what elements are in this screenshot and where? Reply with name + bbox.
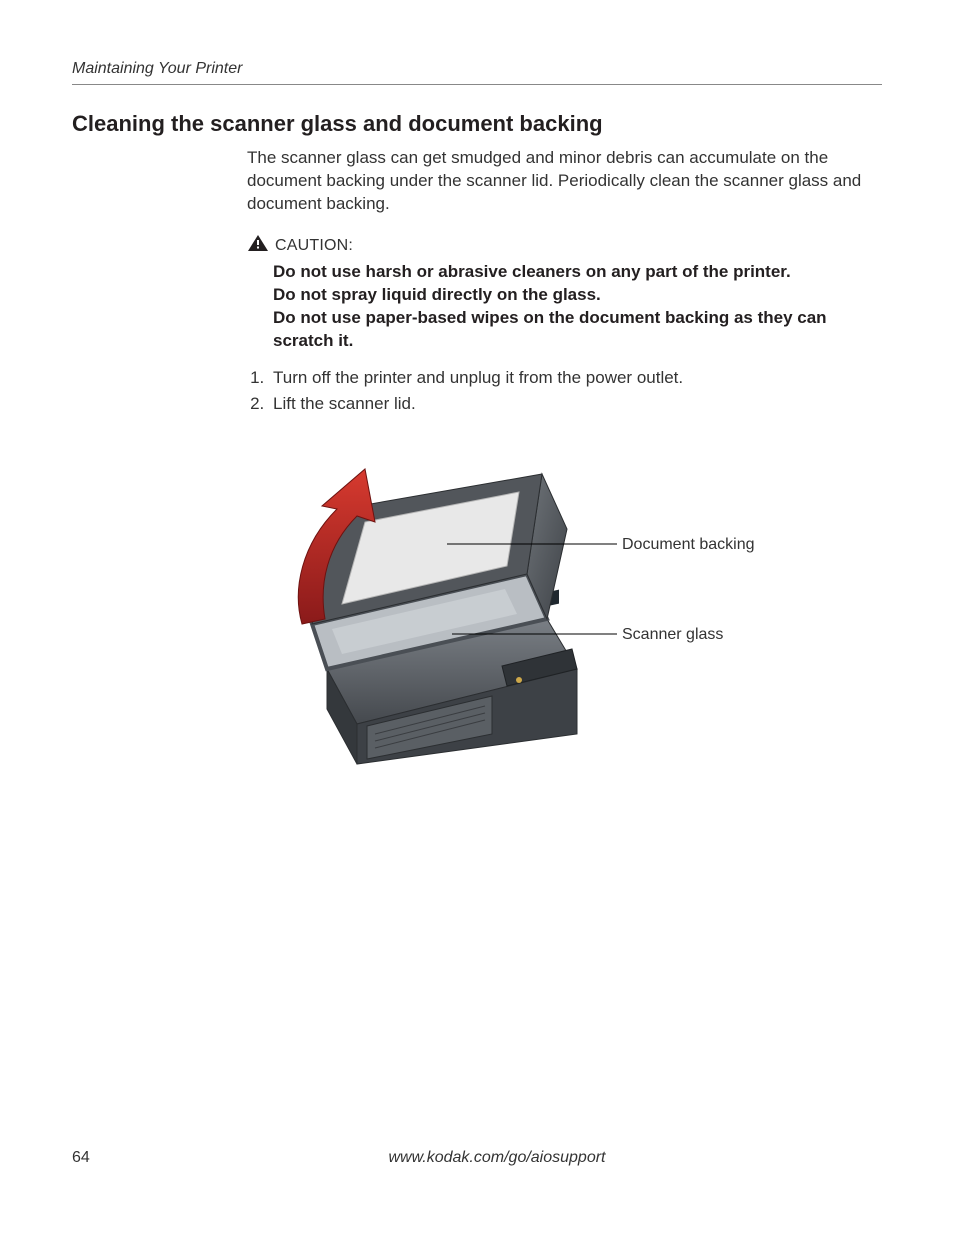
caution-line: Do not use harsh or abrasive cleaners on… bbox=[273, 261, 882, 284]
section-intro: The scanner glass can get smudged and mi… bbox=[247, 147, 882, 216]
steps-list: Turn off the printer and unplug it from … bbox=[247, 367, 882, 417]
printer-figure: Document backing Scanner glass bbox=[247, 434, 887, 774]
callout-scanner-glass: Scanner glass bbox=[622, 624, 723, 646]
page: Maintaining Your Printer Cleaning the sc… bbox=[0, 0, 954, 1235]
body-block: The scanner glass can get smudged and mi… bbox=[247, 147, 882, 774]
page-footer: 64 www.kodak.com/go/aiosupport bbox=[72, 1149, 882, 1167]
page-number: 64 bbox=[72, 1149, 112, 1167]
callout-document-backing: Document backing bbox=[622, 534, 755, 556]
caution-line: Do not spray liquid directly on the glas… bbox=[273, 284, 882, 307]
caution-line: Do not use paper-based wipes on the docu… bbox=[273, 307, 882, 353]
caution-icon bbox=[247, 234, 269, 259]
footer-url: www.kodak.com/go/aiosupport bbox=[112, 1149, 882, 1167]
caution-block: CAUTION: Do not use harsh or abrasive cl… bbox=[247, 234, 882, 353]
step-item: Turn off the printer and unplug it from … bbox=[269, 367, 882, 390]
caution-body: Do not use harsh or abrasive cleaners on… bbox=[273, 261, 882, 353]
header-rule bbox=[72, 84, 882, 85]
caution-label: CAUTION: bbox=[275, 235, 353, 257]
printer-illustration bbox=[247, 434, 887, 774]
caution-head: CAUTION: bbox=[247, 234, 882, 259]
running-header: Maintaining Your Printer bbox=[72, 60, 882, 84]
step-item: Lift the scanner lid. bbox=[269, 393, 882, 416]
section-heading: Cleaning the scanner glass and document … bbox=[72, 111, 882, 137]
